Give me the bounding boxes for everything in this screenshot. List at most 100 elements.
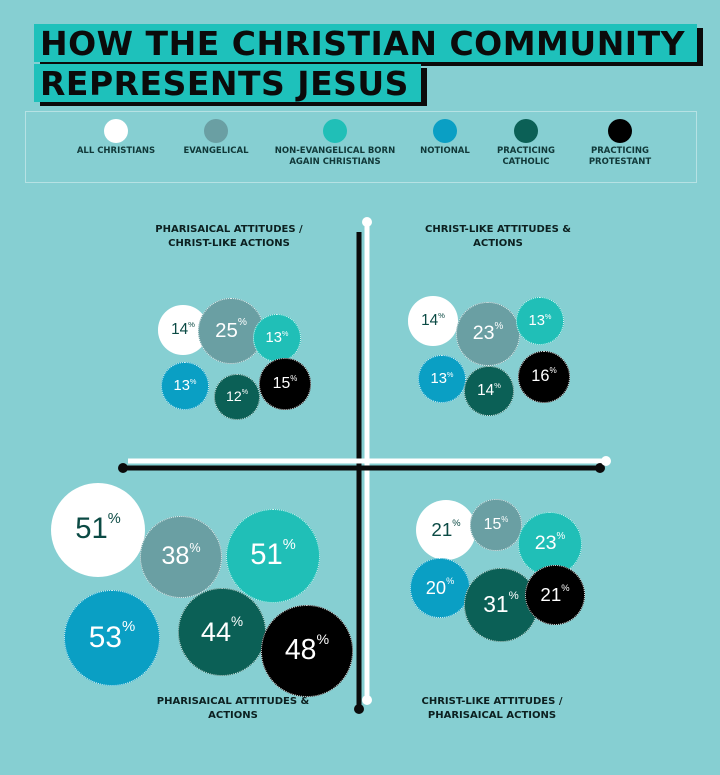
title-line-1: HOW THE CHRISTIAN COMMUNITY	[34, 24, 697, 63]
bubble-value: 21%	[431, 517, 461, 540]
bubble-value: 48%	[284, 632, 330, 667]
bubble-unit: %	[446, 575, 455, 586]
legend-label: PRACTICING PROTESTANT	[588, 146, 652, 167]
legend-swatch	[323, 119, 347, 143]
bubble-value: 51%	[250, 537, 296, 572]
bubble: 21%	[415, 499, 477, 561]
quadrant-label-top-right: CHRIST-LIKE ATTITUDES & ACTIONS	[424, 224, 572, 249]
quadrant-label-bottom-left: PHARISAICAL ATTITUDES & ACTIONS	[156, 696, 310, 721]
quadrant-label-bottom-right: CHRIST-LIKE ATTITUDES / PHARISAICAL ACTI…	[421, 696, 563, 721]
bubble-unit: %	[446, 369, 454, 379]
bubble: 23%	[456, 302, 520, 366]
legend-item-evangelical: EVANGELICAL	[131, 119, 301, 157]
bubble-unit: %	[281, 328, 289, 338]
axis-end-dot	[362, 217, 372, 227]
axis-end-dot	[601, 456, 611, 466]
bubble: 48%	[261, 605, 353, 697]
bubble-unit: %	[290, 373, 298, 383]
bubble-value: 15%	[483, 514, 509, 533]
bubble-unit: %	[561, 582, 570, 593]
bubble-unit: %	[231, 613, 244, 629]
axis-end-dot	[118, 463, 128, 473]
bubble-unit: %	[549, 366, 557, 376]
bubble: 13%	[253, 314, 301, 362]
bubble-unit: %	[189, 540, 201, 555]
bubble: 14%	[464, 366, 514, 416]
bubble: 13%	[418, 355, 466, 403]
bubble: 15%	[470, 499, 522, 551]
bubble-value: 14%	[171, 319, 195, 338]
bubble: 20%	[410, 558, 470, 618]
bubble-unit: %	[121, 618, 136, 635]
bubble-value: 31%	[483, 589, 519, 618]
bubble-unit: %	[188, 319, 195, 329]
title-line-2: REPRESENTS JESUS	[34, 64, 421, 103]
bubble-value: 13%	[528, 311, 552, 329]
legend-label: ALL CHRISTIANS	[76, 146, 156, 156]
bubble-unit: %	[501, 514, 509, 524]
bubble-value: 44%	[200, 613, 244, 647]
bubble: 51%	[50, 482, 146, 578]
bubble: 14%	[408, 296, 458, 346]
bubble-unit: %	[241, 387, 248, 396]
legend-label: PRACTICING CATHOLIC	[496, 146, 556, 167]
bubble-value: 25%	[215, 317, 247, 342]
bubble-value: 13%	[265, 328, 289, 346]
bubble-value: 20%	[425, 575, 455, 598]
bubble-unit: %	[438, 310, 445, 320]
legend-label: NON-EVANGELICAL BORN AGAIN CHRISTIANS	[274, 146, 396, 167]
bubble-unit: %	[189, 376, 197, 386]
legend-label: NOTIONAL	[420, 146, 470, 156]
bubble: 44%	[178, 588, 266, 676]
bubble-value: 38%	[161, 540, 201, 571]
bubble-value: 15%	[272, 373, 298, 392]
bubble-value: 14%	[421, 310, 445, 329]
bubble-unit: %	[452, 517, 461, 528]
axis-end-dot	[362, 695, 372, 705]
legend-swatch	[433, 119, 457, 143]
axis-end-dot	[595, 463, 605, 473]
bubble: 51%	[225, 508, 321, 604]
legend: ALL CHRISTIANS EVANGELICAL NON-EVANGELIC…	[25, 111, 697, 183]
bubble-value: 16%	[531, 366, 557, 386]
bubble-unit: %	[316, 632, 330, 649]
bubble-unit: %	[494, 380, 501, 390]
legend-label: EVANGELICAL	[183, 146, 249, 156]
quadrant-label-top-left: PHARISAICAL ATTITUDES / CHRIST-LIKE ACTI…	[155, 224, 303, 249]
bubble-unit: %	[282, 537, 296, 554]
legend-item-non-evangelical: NON-EVANGELICAL BORN AGAIN CHRISTIANS	[250, 119, 420, 168]
legend-item-all-christians: ALL CHRISTIANS	[31, 119, 201, 157]
legend-swatch	[514, 119, 538, 143]
bubble-value: 23%	[472, 321, 504, 345]
bubble-unit: %	[107, 511, 121, 528]
bubble-value: 51%	[75, 511, 121, 546]
legend-swatch	[204, 119, 228, 143]
bubble: 16%	[517, 350, 571, 404]
bubble-value: 21%	[540, 582, 570, 605]
axis-end-dot	[354, 704, 364, 714]
legend-item-practicing-protestant: PRACTICING PROTESTANT	[535, 119, 705, 168]
bubble: 53%	[63, 589, 161, 687]
bubble-value: 13%	[173, 376, 197, 394]
bubble-unit: %	[544, 311, 552, 321]
bubble-value: 14%	[477, 380, 501, 399]
bubble-value: 53%	[88, 618, 136, 654]
bubble: 15%	[259, 358, 311, 410]
bubble: 21%	[524, 564, 586, 626]
legend-swatch	[104, 119, 128, 143]
bubble-value: 23%	[534, 531, 566, 555]
bubble: 12%	[214, 374, 260, 420]
bubble-value: 13%	[430, 369, 454, 387]
bubble-unit: %	[494, 321, 504, 333]
legend-item-practicing-catholic: PRACTICING CATHOLIC	[441, 119, 611, 168]
bubble-unit: %	[556, 531, 566, 543]
bubble-unit: %	[237, 317, 247, 329]
bubble-value: 12%	[225, 387, 248, 405]
legend-item-notional: NOTIONAL	[360, 119, 530, 157]
legend-swatch	[608, 119, 632, 143]
bubble-unit: %	[508, 589, 519, 602]
bubble: 13%	[516, 297, 564, 345]
bubble: 31%	[464, 568, 538, 642]
